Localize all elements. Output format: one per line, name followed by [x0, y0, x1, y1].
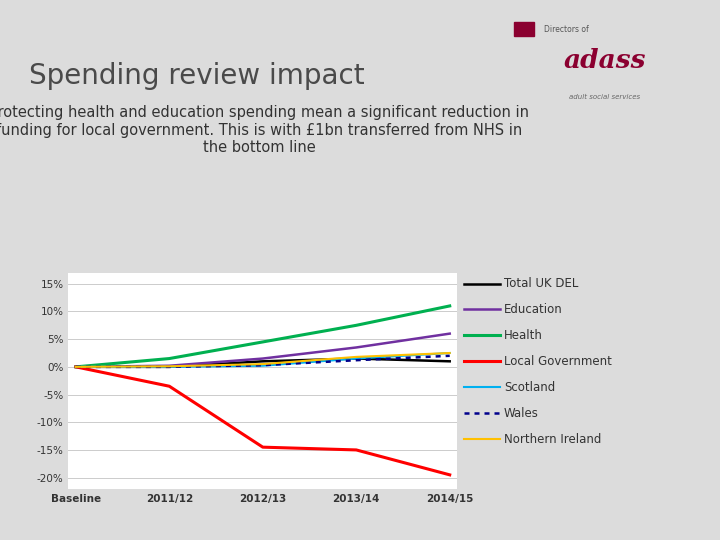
Bar	[514, 22, 534, 36]
Text: Total UK DEL: Total UK DEL	[504, 277, 578, 290]
Text: Wales: Wales	[504, 407, 539, 420]
Text: Health: Health	[504, 329, 543, 342]
Text: Local Government: Local Government	[504, 355, 612, 368]
Text: Education: Education	[504, 303, 563, 316]
Text: adult social services: adult social services	[570, 94, 640, 100]
Text: Directors of: Directors of	[544, 24, 589, 33]
Text: Northern Ireland: Northern Ireland	[504, 433, 601, 446]
Text: Scotland: Scotland	[504, 381, 555, 394]
Text: adass: adass	[564, 48, 646, 73]
Text: Spending review impact: Spending review impact	[29, 62, 364, 90]
Text: Protecting health and education spending mean a significant reduction in
funding: Protecting health and education spending…	[0, 105, 529, 155]
